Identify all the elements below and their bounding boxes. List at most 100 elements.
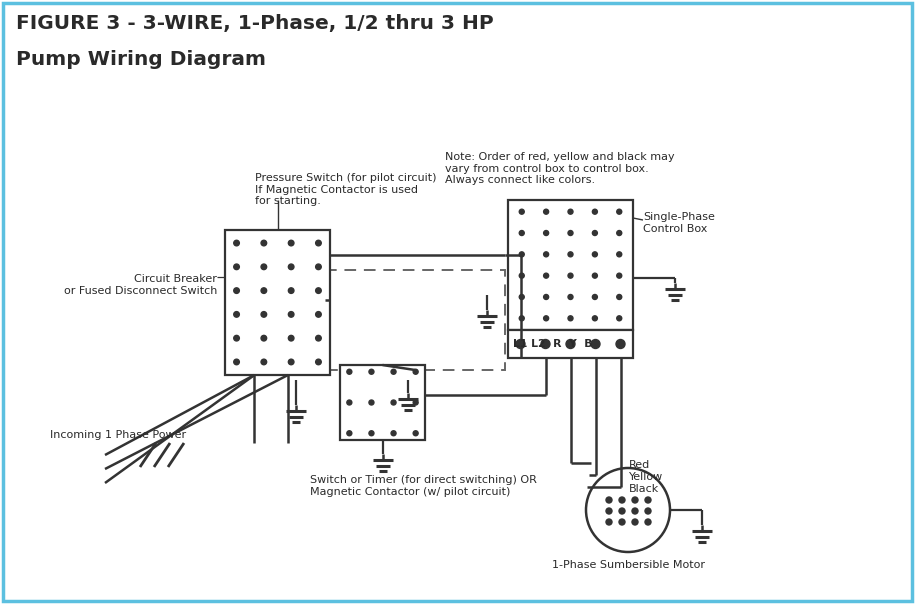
Text: Switch or Timer (for direct switching) OR
Magnetic Contactor (w/ pilot circuit): Switch or Timer (for direct switching) O… [310, 475, 537, 496]
Circle shape [617, 316, 622, 321]
Circle shape [616, 339, 625, 349]
Text: Single-Phase
Control Box: Single-Phase Control Box [643, 212, 715, 234]
Circle shape [233, 288, 240, 294]
Circle shape [592, 252, 597, 257]
Circle shape [414, 369, 418, 374]
Circle shape [414, 431, 418, 435]
Circle shape [617, 295, 622, 300]
Circle shape [347, 369, 352, 374]
Circle shape [592, 209, 597, 214]
Circle shape [288, 359, 294, 365]
Circle shape [233, 359, 240, 365]
Circle shape [261, 335, 266, 341]
Circle shape [519, 316, 524, 321]
Circle shape [544, 316, 549, 321]
Circle shape [606, 519, 612, 525]
Circle shape [316, 335, 321, 341]
Circle shape [592, 316, 597, 321]
Circle shape [619, 497, 625, 503]
Text: Red: Red [629, 460, 650, 470]
Circle shape [288, 240, 294, 246]
Circle shape [316, 240, 321, 246]
Circle shape [261, 288, 266, 294]
Circle shape [261, 359, 266, 365]
Circle shape [288, 288, 294, 294]
Circle shape [369, 431, 374, 435]
Circle shape [316, 359, 321, 365]
Circle shape [568, 295, 573, 300]
Circle shape [516, 339, 525, 349]
Circle shape [617, 252, 622, 257]
Text: Circuit Breaker
or Fused Disconnect Switch: Circuit Breaker or Fused Disconnect Swit… [64, 274, 217, 296]
Circle shape [544, 231, 549, 236]
Text: Pressure Switch (for pilot circuit)
If Magnetic Contactor is used
for starting.: Pressure Switch (for pilot circuit) If M… [255, 173, 436, 206]
Bar [325, 270, 505, 370]
Circle shape [233, 312, 240, 317]
Circle shape [566, 339, 575, 349]
Circle shape [391, 400, 396, 405]
Bar [225, 230, 330, 375]
Circle shape [316, 264, 321, 269]
Circle shape [568, 252, 573, 257]
Circle shape [592, 273, 597, 278]
Circle shape [391, 369, 396, 374]
Circle shape [544, 209, 549, 214]
Circle shape [645, 519, 651, 525]
Circle shape [568, 273, 573, 278]
Bar [508, 330, 633, 358]
Circle shape [632, 508, 638, 514]
Circle shape [645, 508, 651, 514]
Circle shape [592, 231, 597, 236]
Text: Incoming 1 Phase Power: Incoming 1 Phase Power [50, 430, 186, 440]
Text: FIGURE 3 - 3-WIRE, 1-Phase, 1/2 thru 3 HP: FIGURE 3 - 3-WIRE, 1-Phase, 1/2 thru 3 H… [16, 14, 494, 33]
Circle shape [632, 519, 638, 525]
Circle shape [369, 369, 374, 374]
Text: Yellow: Yellow [629, 472, 662, 482]
Circle shape [645, 497, 651, 503]
Circle shape [619, 519, 625, 525]
Circle shape [391, 431, 396, 435]
Circle shape [617, 231, 622, 236]
Circle shape [541, 339, 550, 349]
Circle shape [544, 295, 549, 300]
Circle shape [568, 231, 573, 236]
Bar [508, 200, 633, 330]
Circle shape [261, 312, 266, 317]
Text: Black: Black [629, 484, 659, 494]
Circle shape [544, 273, 549, 278]
Circle shape [568, 209, 573, 214]
Circle shape [519, 295, 524, 300]
Circle shape [544, 252, 549, 257]
Circle shape [617, 209, 622, 214]
Circle shape [369, 400, 374, 405]
Circle shape [519, 273, 524, 278]
Circle shape [233, 335, 240, 341]
Circle shape [519, 252, 524, 257]
Circle shape [261, 264, 266, 269]
Text: 1-Phase Sumbersible Motor: 1-Phase Sumbersible Motor [552, 560, 705, 570]
Circle shape [347, 400, 352, 405]
Text: Note: Order of red, yellow and black may
vary from control box to control box.
A: Note: Order of red, yellow and black may… [445, 152, 674, 185]
Circle shape [617, 273, 622, 278]
Circle shape [519, 231, 524, 236]
Circle shape [233, 240, 240, 246]
Circle shape [316, 312, 321, 317]
Circle shape [288, 312, 294, 317]
Circle shape [414, 400, 418, 405]
Circle shape [632, 497, 638, 503]
Circle shape [568, 316, 573, 321]
Circle shape [288, 264, 294, 269]
Circle shape [619, 508, 625, 514]
Text: L1 L2  R  Y  B: L1 L2 R Y B [513, 339, 593, 349]
Circle shape [606, 508, 612, 514]
Circle shape [591, 339, 600, 349]
Text: Pump Wiring Diagram: Pump Wiring Diagram [16, 50, 266, 69]
Circle shape [519, 209, 524, 214]
Circle shape [316, 288, 321, 294]
Circle shape [288, 335, 294, 341]
Bar [340, 365, 425, 440]
Circle shape [592, 295, 597, 300]
Circle shape [233, 264, 240, 269]
Circle shape [606, 497, 612, 503]
Circle shape [586, 468, 670, 552]
